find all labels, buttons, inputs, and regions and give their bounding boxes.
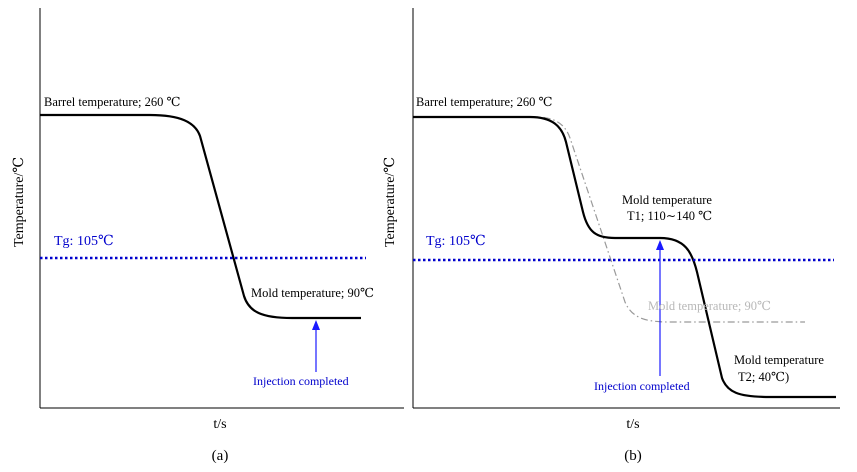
panel-b-caption: (b) <box>624 448 642 464</box>
panel-a-barrel-label: Barrel temperature; 260 ℃ <box>44 95 181 109</box>
panel-a-y-label: Temperature/℃ <box>12 157 27 247</box>
panel-b-cooling-curve <box>413 115 836 399</box>
panel-b-injection-label: Injection completed <box>594 379 690 393</box>
panel-b-mold-t1-label-line2: T1; 110∼140 ℃ <box>627 209 712 223</box>
panel-a-arrow-head <box>312 320 320 330</box>
panel-b-arrow-head <box>656 240 664 250</box>
panel-b-x-label: t/s <box>626 417 639 432</box>
panel-a-cooling-curve <box>40 113 361 320</box>
panel-a: Barrel temperature; 260 ℃ Tg: 105℃ Mold … <box>12 8 404 464</box>
panel-b-y-label: Temperature/℃ <box>383 157 398 247</box>
panel-a-x-label: t/s <box>213 417 226 432</box>
panel-b: Barrel temperature; 260 ℃ Tg: 105℃ Mold … <box>383 8 840 464</box>
panel-b-mold-t2-label-line1: Mold temperature <box>734 353 824 367</box>
panel-b-mold-ref-label: Mold temperature; 90℃ <box>648 299 771 313</box>
panel-a-caption: (a) <box>212 448 229 464</box>
panel-a-mold-label: Mold temperature; 90℃ <box>251 286 374 300</box>
panel-b-tg-label: Tg: 105℃ <box>426 234 486 249</box>
panel-a-injection-label: Injection completed <box>253 374 349 388</box>
panel-a-tg-label: Tg: 105℃ <box>54 234 114 249</box>
panel-b-barrel-label: Barrel temperature; 260 ℃ <box>416 95 553 109</box>
panel-b-reference-curve <box>413 116 805 323</box>
panel-b-mold-t2-label-line2: T2; 40℃) <box>738 370 789 384</box>
panel-b-mold-t1-label-line1: Mold temperature <box>622 193 712 207</box>
